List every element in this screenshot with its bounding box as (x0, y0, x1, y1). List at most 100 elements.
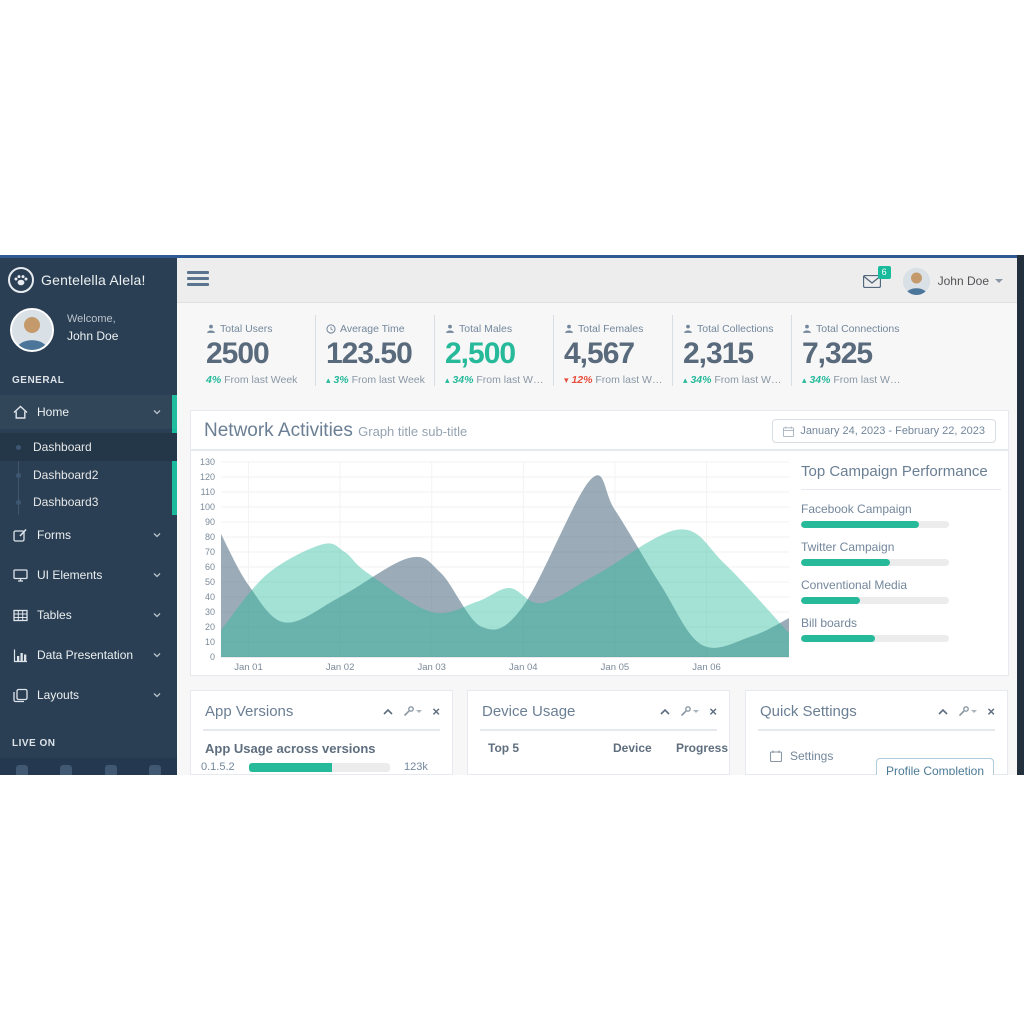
network-chart-svg: 0 10 20 30 40 50 60 70 80 90 100 110 120 130 Jan 01 Jan… (200, 457, 789, 673)
settings-gear-icon[interactable] (0, 758, 44, 775)
progress-bar (249, 762, 390, 772)
chevron-down-icon (153, 408, 161, 416)
wrench-icon[interactable] (403, 706, 423, 717)
bullet-icon (16, 472, 21, 478)
campaign-row-billboards: Bill boards (801, 616, 1001, 642)
panel-title: Quick Settings (760, 703, 857, 720)
section-general: GENERAL (12, 375, 65, 386)
avatar (10, 308, 54, 352)
stat-total-females: Total Females 4,567 ▾ 12% From last W… (553, 315, 672, 386)
user-icon (207, 324, 215, 333)
chevron-down-icon (153, 571, 161, 579)
calendar-icon (783, 425, 795, 437)
panel-title: Network Activities Graph title sub-title (204, 420, 468, 441)
svg-text:40: 40 (205, 592, 215, 602)
settings-list-item[interactable]: Settings (770, 749, 833, 763)
window-top-border (0, 255, 1024, 258)
bullet-icon (16, 444, 21, 450)
collapse-icon[interactable] (383, 708, 393, 716)
menu-toggle-icon[interactable] (187, 271, 209, 289)
submenu-label: Dashboard2 (33, 468, 99, 482)
sidebar-item-dashboard[interactable]: Dashboard (0, 433, 177, 461)
svg-text:Jan 03: Jan 03 (417, 662, 446, 673)
wrench-icon[interactable] (958, 706, 978, 717)
caret-down-icon[interactable] (995, 279, 1003, 283)
lock-icon[interactable] (89, 758, 133, 775)
sidebar-item-dashboard3[interactable]: Dashboard3 (0, 488, 177, 516)
chevron-down-icon (153, 691, 161, 699)
chevron-down-icon (153, 531, 161, 539)
sidebar-item-label: UI Elements (37, 568, 103, 582)
profile-completion-tooltip: Profile Completion (876, 758, 994, 775)
progress-bar (801, 635, 949, 642)
sidebar-item-ui-elements[interactable]: UI Elements (0, 558, 177, 592)
dashboard-app: Gentelella Alela! Welcome, John Doe GENE… (0, 255, 1024, 775)
svg-text:130: 130 (200, 457, 215, 467)
stat-value: 7,325 (802, 337, 873, 370)
panel-subtitle: Graph title sub-title (358, 424, 468, 439)
svg-text:90: 90 (205, 517, 215, 527)
panel-header: Network Activities Graph title sub-title… (191, 411, 1008, 451)
bullet-icon (16, 499, 21, 505)
clone-icon (13, 688, 28, 703)
submenu-label: Dashboard3 (33, 495, 99, 509)
sidebar-item-label: Tables (37, 608, 72, 622)
network-activities-panel: Network Activities Graph title sub-title… (190, 410, 1009, 676)
clock-icon (326, 324, 336, 334)
sidebar: Gentelella Alela! Welcome, John Doe GENE… (0, 255, 177, 775)
power-icon[interactable] (133, 758, 177, 775)
close-icon[interactable]: × (987, 703, 995, 719)
svg-text:120: 120 (200, 472, 215, 482)
svg-text:20: 20 (205, 622, 215, 632)
svg-text:Jan 05: Jan 05 (601, 662, 630, 673)
fullscreen-icon[interactable] (44, 758, 88, 775)
progress-bar (801, 521, 949, 528)
svg-text:Jan 04: Jan 04 (509, 662, 538, 673)
date-range-picker[interactable]: January 24, 2023 - February 22, 2023 (772, 419, 996, 443)
chevron-down-icon (153, 651, 161, 659)
brand[interactable]: Gentelella Alela! (0, 258, 177, 302)
top-navbar: 6 John Doe (177, 258, 1017, 303)
paw-icon (8, 267, 34, 293)
svg-text:70: 70 (205, 547, 215, 557)
top-campaign-performance: Top Campaign Performance Facebook Campai… (801, 463, 1001, 642)
avatar[interactable] (902, 267, 930, 295)
sidebar-user-name: John Doe (67, 329, 119, 343)
sidebar-item-dashboard2[interactable]: Dashboard2 (0, 461, 177, 489)
stat-value: 2,315 (683, 337, 754, 370)
progress-bar (801, 559, 949, 566)
sidebar-footer (0, 758, 177, 775)
version-row: 0.1.5.2 123k (201, 761, 428, 773)
network-activities-chart: 0 10 20 30 40 50 60 70 80 90 100 110 120 130 Jan 01 Jan… (195, 455, 795, 675)
close-icon[interactable]: × (432, 703, 440, 719)
submenu-label: Dashboard (33, 440, 92, 454)
tile-counts: Total Users 2500 4% From last Week Avera… (196, 315, 910, 386)
panel-title: Device Usage (482, 703, 576, 720)
user-icon (565, 324, 573, 333)
app-versions-panel: App Versions × App Usage across versions… (190, 690, 453, 775)
sidebar-profile: Welcome, John Doe (10, 308, 170, 354)
campaign-row-twitter: Twitter Campaign (801, 540, 1001, 566)
svg-text:Jan 06: Jan 06 (692, 662, 721, 673)
sidebar-item-layouts[interactable]: Layouts (0, 678, 177, 712)
table-icon (13, 608, 28, 623)
progress-bar (801, 597, 949, 604)
svg-text:0: 0 (210, 652, 215, 662)
collapse-icon[interactable] (660, 708, 670, 716)
campaign-row-facebook: Facebook Campaign (801, 502, 1001, 528)
stat-average-time: Average Time 123.50 ▴ 3% From last Week (315, 315, 434, 386)
svg-text:60: 60 (205, 562, 215, 572)
sidebar-item-forms[interactable]: Forms (0, 518, 177, 552)
stat-value: 2500 (206, 337, 270, 370)
messages-button[interactable]: 6 (862, 265, 891, 288)
user-menu[interactable]: John Doe (937, 274, 989, 288)
wrench-icon[interactable] (680, 706, 700, 717)
sidebar-item-data-presentation[interactable]: Data Presentation (0, 638, 177, 672)
collapse-icon[interactable] (938, 708, 948, 716)
close-icon[interactable]: × (709, 703, 717, 719)
sidebar-item-tables[interactable]: Tables (0, 598, 177, 632)
window-scrollbar[interactable] (1017, 255, 1024, 775)
sidebar-item-home[interactable]: Home (0, 395, 177, 429)
user-icon (684, 324, 692, 333)
